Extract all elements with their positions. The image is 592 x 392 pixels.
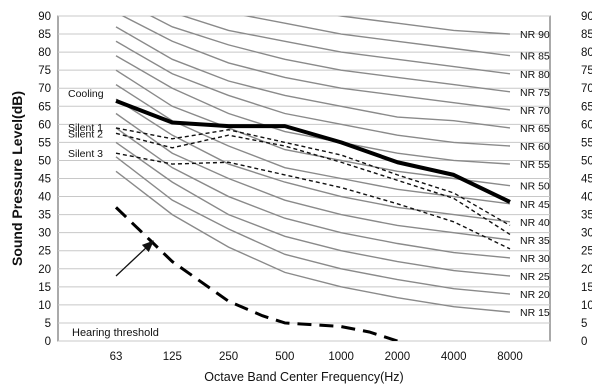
nr-curve	[115, 170, 511, 313]
x-tick-label: 2000	[385, 351, 411, 363]
y-tick-label-right: 50	[581, 155, 592, 167]
x-tick-label: 63	[110, 351, 123, 363]
y-tick-label-right: 60	[581, 119, 592, 131]
y-tick-label-right: 35	[581, 210, 592, 222]
measured-series	[115, 98, 511, 250]
y-tick-label-left: 35	[38, 210, 51, 222]
nr-curve	[115, 127, 511, 259]
y-tick-label-right: 20	[581, 264, 592, 276]
y-tick-label-right: 10	[581, 300, 592, 312]
nr-curve-label: NR 35	[520, 235, 550, 247]
x-tick-label: 1000	[328, 351, 354, 363]
y-tick-label-right: 45	[581, 174, 592, 186]
y-tick-label-right: 90	[581, 11, 592, 23]
nr-curve	[115, 69, 511, 187]
nr-curve-label: NR 85	[520, 51, 550, 63]
x-tick-label: 250	[219, 351, 238, 363]
hearing-threshold-layer	[114, 206, 398, 341]
y-tick-label-right: 0	[581, 336, 587, 348]
nr-curve	[149, 16, 511, 93]
y-tick-label-left: 75	[38, 65, 51, 77]
nr-curve	[115, 141, 511, 277]
nr-curve	[115, 40, 511, 147]
y-tick-label-right: 5	[581, 318, 587, 330]
nr-curve	[115, 98, 511, 223]
nr-curve-label: NR 80	[520, 69, 550, 81]
y-tick-label-right: 40	[581, 192, 592, 204]
y-tick-label-left: 60	[38, 119, 51, 131]
y-tick-label-right: 80	[581, 47, 592, 59]
series-line-silent-3	[115, 152, 511, 250]
nr-curve-label: NR 90	[520, 29, 550, 41]
x-tick-label: 8000	[497, 351, 523, 363]
nr-curve-label: NR 75	[520, 87, 550, 99]
nr-curve-label: NR 45	[520, 199, 550, 211]
y-tick-label-right: 55	[581, 137, 592, 149]
nr-curve-label: NR 65	[520, 123, 550, 135]
nr-curve-label: NR 70	[520, 105, 550, 117]
y-tick-label-right: 15	[581, 282, 592, 294]
y-tick-label-left: 15	[38, 282, 51, 294]
x-axis-label: Octave Band Center Frequency(Hz)	[204, 370, 403, 384]
y-tick-label-right: 30	[581, 228, 592, 240]
y-tick-label-left: 80	[38, 47, 51, 59]
y-tick-label-left: 55	[38, 137, 51, 149]
y-tick-label-right: 70	[581, 83, 592, 95]
y-tick-label-left: 50	[38, 155, 51, 167]
y-tick-label-right: 25	[581, 246, 592, 258]
nr-curve-label: NR 60	[520, 141, 550, 153]
y-tick-label-left: 65	[38, 101, 51, 113]
x-tick-label: 500	[275, 351, 294, 363]
nr-curve	[337, 16, 511, 35]
y-tick-label-left: 5	[45, 318, 51, 330]
series-line-cooling	[115, 98, 511, 204]
nr-curve	[115, 156, 511, 295]
y-tick-label-left: 25	[38, 246, 51, 258]
nr-curve-label: NR 15	[520, 307, 550, 319]
y-tick-label-left: 20	[38, 264, 51, 276]
series-label: Silent 3	[68, 148, 103, 160]
nr-curve-label: NR 20	[520, 289, 550, 301]
y-tick-label-right: 85	[581, 29, 592, 41]
hearing-threshold-label: Hearing threshold	[72, 327, 159, 339]
nr-curve	[181, 16, 511, 75]
y-tick-label-left: 10	[38, 300, 51, 312]
series-label: Silent 2	[68, 128, 103, 140]
labels: NR 15 NR 20 NR 25 NR 30 NR 35 NR 40 NR 45 NR 50…	[68, 29, 550, 339]
y-tick-label-left: 70	[38, 83, 51, 95]
nr-curve-label: NR 40	[520, 217, 550, 229]
y-tick-label-left: 85	[38, 29, 51, 41]
nr-curve	[243, 16, 511, 57]
y-tick-label-left: 90	[38, 11, 51, 23]
x-tick-label: 4000	[441, 351, 467, 363]
y-tick-label-left: 30	[38, 228, 51, 240]
y-tick-label-right: 75	[581, 65, 592, 77]
arrow-indicator	[115, 240, 155, 277]
y-tick-label-right: 65	[581, 101, 592, 113]
nr-curve	[121, 16, 511, 111]
nr-curve-label: NR 55	[520, 159, 550, 171]
nr-curve-label: NR 50	[520, 181, 550, 193]
series-label: Cooling	[68, 88, 104, 100]
series-line-silent-1	[115, 127, 511, 227]
y-tick-label-left: 40	[38, 192, 51, 204]
nr-curve	[115, 26, 511, 129]
y-axis-label: Sound Pressure Level(dB)	[9, 91, 25, 266]
nr-curve	[115, 112, 511, 241]
nr-curve-label: NR 30	[520, 253, 550, 265]
x-tick-label: 125	[163, 351, 182, 363]
nr-curve	[115, 55, 511, 165]
y-tick-label-left: 0	[45, 336, 51, 348]
y-tick-label-left: 45	[38, 174, 51, 186]
nr-curve-label: NR 25	[520, 271, 550, 283]
series-label: Silent 1	[68, 122, 103, 134]
